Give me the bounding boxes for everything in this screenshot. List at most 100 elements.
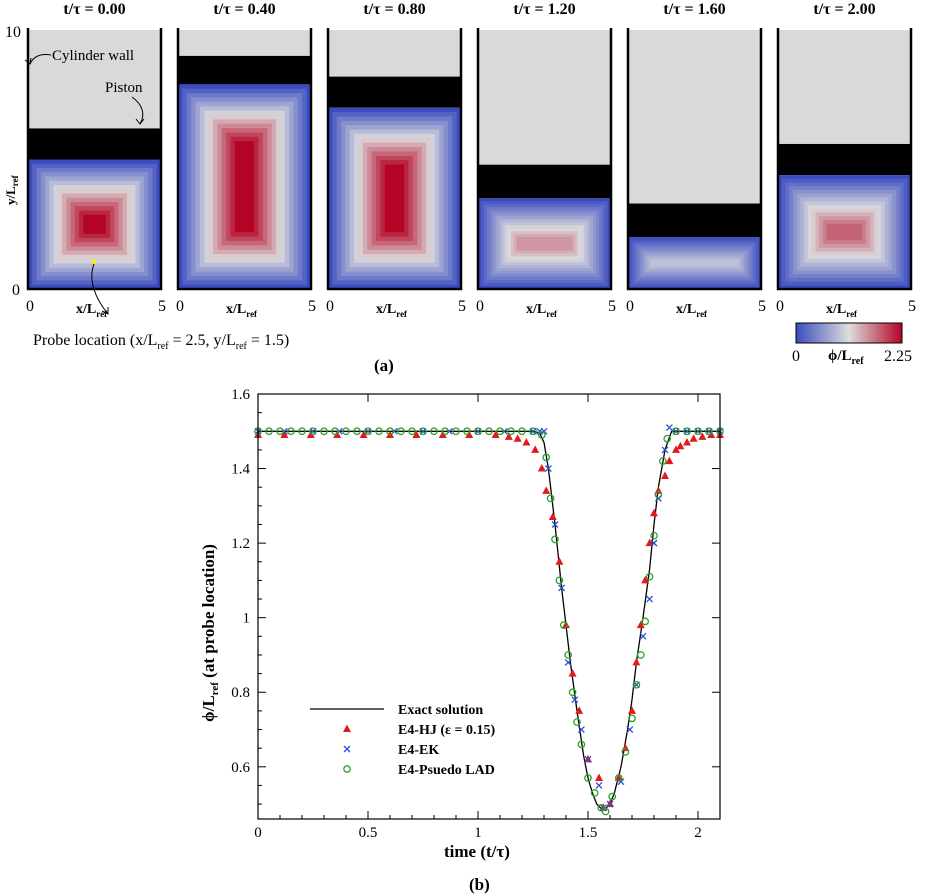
- point-1-6: [412, 430, 421, 439]
- snapshot-title-2: t/τ = 0.80: [363, 1, 425, 18]
- colorbar-min-label: 0: [792, 348, 800, 365]
- point-1-38: [683, 437, 691, 446]
- point-2-27: [646, 595, 654, 603]
- piston-2: [328, 76, 461, 108]
- legend-label-2: E4-EK: [398, 743, 439, 758]
- legend-label-3: E4-Psuedo LAD: [398, 763, 495, 778]
- probe-label-sub-1: ref: [157, 341, 169, 352]
- point-3-7: [331, 427, 339, 436]
- plot-b-series: [254, 424, 724, 816]
- point-3-2: [276, 427, 284, 436]
- point-1-29: [636, 620, 645, 629]
- plot-b-ticks: 0 0.5 1 1.5 2 0.6 0.8 1 1.2 1.4 1.6: [231, 387, 720, 841]
- point-2-30: [661, 446, 669, 454]
- point-1-31: [645, 538, 654, 547]
- point-3-15: [419, 427, 427, 436]
- x-tick-5-5: 5: [908, 298, 916, 315]
- piston-arrowhead: [135, 118, 145, 125]
- probe-label-suffix: = 1.5): [247, 332, 289, 349]
- point-3-50: [658, 457, 667, 465]
- exact-solution-line: [258, 430, 720, 810]
- x-tick-label-3: 1.5: [579, 825, 598, 841]
- probe-arrow: [91, 263, 109, 315]
- cylinder-wall-arrowhead: [24, 57, 32, 65]
- y-axis-label-b-suffix: (at probe location): [199, 544, 218, 682]
- point-2-31: [665, 424, 673, 432]
- point-2-15: [558, 584, 566, 592]
- point-1-39: [689, 434, 698, 442]
- y-tick-label-0: 0.6: [231, 760, 250, 776]
- x-axis-label-a-sub-4: ref: [696, 309, 708, 319]
- point-3-30: [555, 576, 564, 585]
- point-2-17: [571, 696, 579, 704]
- x-axis-label-a-text-2: x/L: [376, 302, 396, 317]
- series-3: [254, 427, 724, 816]
- point-3-46: [641, 617, 650, 626]
- phi-band-2-13: [384, 164, 405, 233]
- x-tick-5-4: 5: [758, 298, 766, 315]
- point-3-41: [614, 774, 623, 782]
- piston-3: [478, 164, 611, 199]
- point-2-22: [606, 800, 614, 808]
- snapshot-panel-0: t/τ = 0.00 0 5 x/Lref: [26, 1, 166, 319]
- x-axis-label-a-text-1: x/L: [226, 302, 246, 317]
- x-axis-label-a-4: x/Lref: [676, 302, 708, 319]
- point-1-20: [575, 706, 584, 714]
- x-tick-label-4: 2: [694, 825, 702, 841]
- point-1-37: [676, 441, 685, 450]
- cylinder-wall-arrow: [29, 54, 52, 65]
- y-tick-label-5: 1.6: [231, 387, 250, 403]
- point-2-28: [650, 539, 658, 547]
- x-axis-label-a-text-4: x/L: [676, 302, 696, 317]
- point-3-24: [518, 427, 526, 436]
- x-tick-0-3: 0: [476, 298, 484, 315]
- point-3-27: [542, 453, 551, 462]
- point-2-24: [626, 726, 634, 733]
- gas-region-0: [28, 30, 161, 129]
- colorbar-title-text: ϕ/L: [828, 348, 852, 364]
- piston-0: [28, 128, 161, 160]
- y-tick-top-a: 10: [5, 24, 21, 41]
- snapshot-title-1: t/τ = 0.40: [213, 1, 275, 18]
- probe-label-sub-2: ref: [236, 341, 248, 352]
- panel-label-b: (b): [469, 875, 490, 894]
- gas-region-5: [778, 30, 911, 144]
- x-axis-label-a-sub-2: ref: [396, 309, 408, 319]
- point-2-23: [617, 778, 625, 786]
- point-1-9: [491, 430, 500, 439]
- point-2-26: [639, 632, 647, 640]
- piston-5: [778, 143, 911, 176]
- point-3-36: [584, 774, 592, 782]
- snapshot-panel-2: t/τ = 0.80 0 5 x/Lref: [326, 1, 466, 319]
- x-tick-5-2: 5: [458, 298, 466, 315]
- piston-4: [628, 203, 761, 238]
- point-1-12: [522, 437, 531, 446]
- point-3-26: [537, 431, 546, 439]
- panel-b-probe-history: 0 0.5 1 1.5 2 0.6 0.8 1 1.2 1.4 1.6 Exact solution…: [231, 387, 724, 841]
- point-3-28: [546, 494, 555, 503]
- probe-label-mid: = 2.5, y/L: [169, 332, 236, 349]
- point-3-13: [397, 427, 405, 436]
- point-3-34: [573, 718, 581, 726]
- x-tick-label-0: 0: [254, 825, 262, 841]
- point-2-16: [564, 658, 572, 666]
- point-3-14: [408, 427, 416, 436]
- point-3-10: [364, 427, 372, 436]
- x-tick-0-1: 0: [176, 298, 184, 315]
- phi-band-4-13: [650, 259, 739, 267]
- point-1-22: [595, 773, 603, 781]
- point-3-35: [577, 740, 586, 749]
- point-3-38: [597, 803, 606, 812]
- point-1-16: [548, 512, 557, 521]
- point-3-32: [564, 651, 573, 659]
- snapshot-panel-3: t/τ = 1.20 0 5 x/Lref: [476, 1, 616, 319]
- point-2-18: [577, 726, 585, 733]
- probe-arrowhead: [101, 307, 109, 315]
- point-2-20: [595, 781, 603, 789]
- snapshot-panel-4: t/τ = 1.60 0 5 x/Lref: [626, 1, 766, 319]
- point-1-17: [555, 557, 564, 565]
- point-3-51: [663, 434, 672, 443]
- probe-label-prefix: Probe location (x/L: [33, 332, 157, 349]
- x-tick-5-0: 5: [158, 298, 166, 315]
- point-3-9: [353, 427, 361, 436]
